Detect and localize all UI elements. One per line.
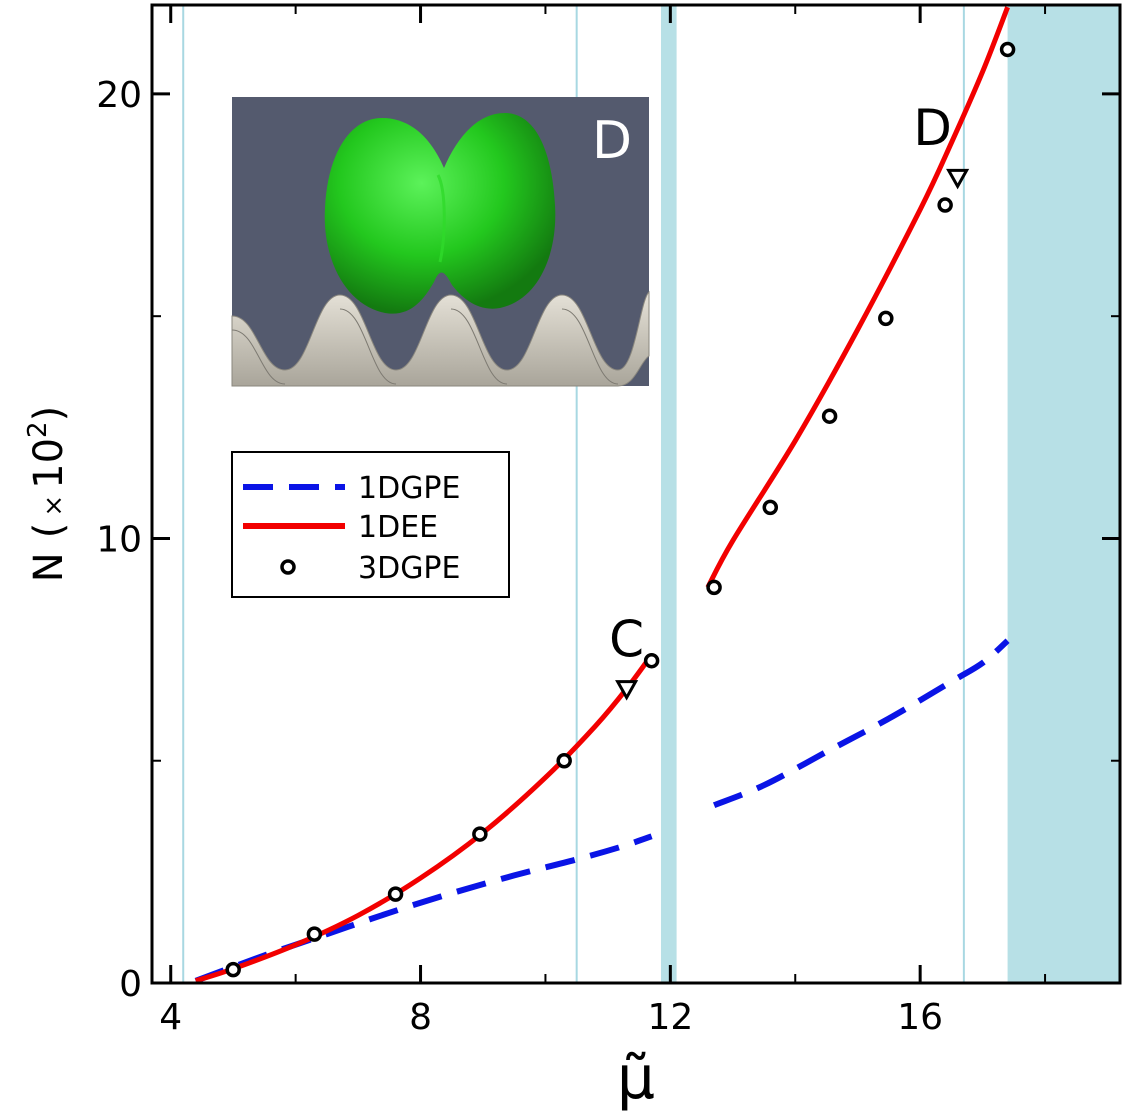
3dgpe-point-3 [472, 826, 488, 842]
series-layer [194, 6, 1016, 983]
3dgpe-point-10 [937, 197, 953, 213]
y-axis-unit-close: ) [26, 406, 72, 422]
y-axis-label: N ( × 102) [23, 406, 72, 582]
legend-label-1dee: 1DEE [358, 510, 438, 545]
3dgpe-point-7 [762, 499, 779, 516]
y-axis-unit-exponent: 2 [23, 421, 53, 438]
legend-label-1dgpe: 1DGPE [358, 471, 460, 506]
annotation-d-1: D [913, 99, 952, 157]
periodic-potential-surface [231, 290, 650, 387]
background-bands [182, 5, 1120, 983]
y-tick-label-0: 0 [119, 964, 142, 1005]
3dgpe-point-2 [387, 886, 404, 902]
y-tick-label-2: 20 [96, 75, 142, 116]
3dgpe-point-0 [225, 961, 241, 978]
y-axis-unit-open: ( [26, 523, 72, 539]
instability-triangle-0 [615, 680, 639, 701]
shaded-band-2 [660, 5, 677, 983]
x-axis-label: μ̃ [617, 1043, 655, 1113]
axis-ticks: 4 8 12 16 0 10 20 [96, 5, 1120, 1038]
3dgpe-point-4 [556, 752, 572, 769]
3dgpe-point-1 [306, 926, 323, 942]
3dgpe-point-6 [706, 579, 722, 596]
1dgpe-curve-segment-1 [712, 638, 1010, 808]
3dgpe-point-8 [821, 408, 838, 424]
y-axis-symbol: N [26, 552, 72, 582]
legend-marker-3dgpe [280, 559, 296, 575]
shaded-band-4 [1007, 5, 1120, 983]
1dee-curve-segment-0 [194, 653, 654, 983]
density-isosurface [324, 113, 556, 314]
inset-label: D [592, 111, 632, 171]
y-axis-unit-base: 10 [26, 438, 72, 489]
1dee-curve-segment-1 [705, 6, 1010, 589]
instability-triangle-1 [946, 168, 970, 190]
3dgpe-point-9 [878, 310, 894, 327]
x-tick-label-0: 4 [159, 997, 182, 1038]
inset-image: D [231, 97, 650, 387]
1dgpe-curve-segment-0 [194, 833, 653, 983]
annotation-c-0: C [609, 610, 644, 668]
x-tick-label-3: 16 [897, 997, 943, 1038]
3dgpe-point-5 [643, 652, 660, 669]
x-tick-label-1: 8 [409, 997, 432, 1038]
legend-label-3dgpe: 3DGPE [358, 551, 460, 586]
legend: 1DGPE 1DEE 3DGPE [231, 451, 510, 598]
y-axis-label-group: N ( × 102) [23, 406, 72, 582]
y-axis-unit-times: × [39, 495, 69, 517]
3dgpe-point-11 [999, 41, 1016, 58]
y-tick-label-1: 10 [96, 519, 142, 560]
annotations: CD [609, 99, 952, 668]
x-tick-label-2: 12 [647, 997, 693, 1038]
plot-frame [150, 3, 1122, 985]
